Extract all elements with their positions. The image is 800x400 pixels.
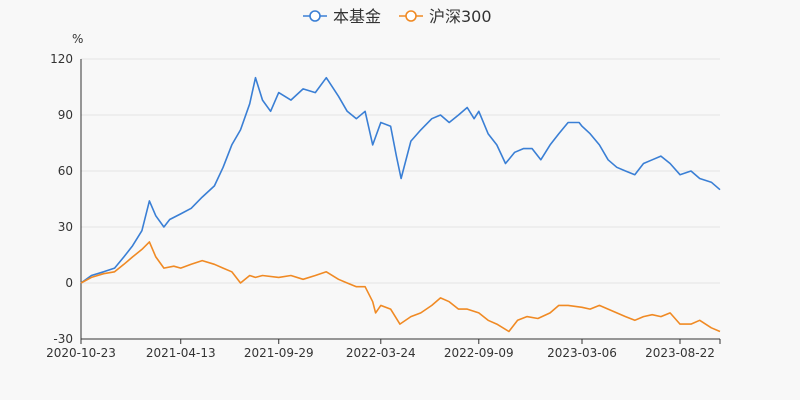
y-tick-label: 30 xyxy=(58,220,73,234)
chart-legend[interactable]: 本基金 沪深300 xyxy=(303,7,492,26)
series-line-csi300 xyxy=(80,241,721,333)
legend-marker-icon xyxy=(405,10,417,22)
x-tick-label: 2022-03-24 xyxy=(346,346,416,360)
y-axis-unit-label: % xyxy=(72,32,83,46)
series-line-fund xyxy=(80,76,721,284)
y-tick-label: -30 xyxy=(53,332,73,346)
y-tick-label: 90 xyxy=(58,108,73,122)
y-tick-label: 0 xyxy=(65,276,73,290)
x-tick-label: 2021-04-13 xyxy=(146,346,216,360)
legend-marker-icon xyxy=(309,10,321,22)
y-tick-label: 120 xyxy=(50,52,73,66)
legend-label: 本基金 xyxy=(333,7,381,26)
y-gridlines xyxy=(81,58,720,340)
x-tick-label: 2022-09-09 xyxy=(444,346,514,360)
x-tick-label: 2023-08-22 xyxy=(645,346,715,360)
x-tick-label: 2021-09-29 xyxy=(244,346,314,360)
y-tick-label: 60 xyxy=(58,164,73,178)
series-group xyxy=(80,76,721,333)
legend-label: 沪深300 xyxy=(429,7,492,26)
x-tick-label: 2023-03-06 xyxy=(547,346,617,360)
x-tick-label: 2020-10-23 xyxy=(46,346,116,360)
x-axis: 2020-10-23 2021-04-13 2021-09-29 2022-03-24… xyxy=(46,59,721,360)
legend-item[interactable]: 沪深300 xyxy=(399,7,492,26)
y-axis: -30 0 30 60 90 120 xyxy=(50,52,73,346)
legend-item[interactable]: 本基金 xyxy=(303,7,381,26)
